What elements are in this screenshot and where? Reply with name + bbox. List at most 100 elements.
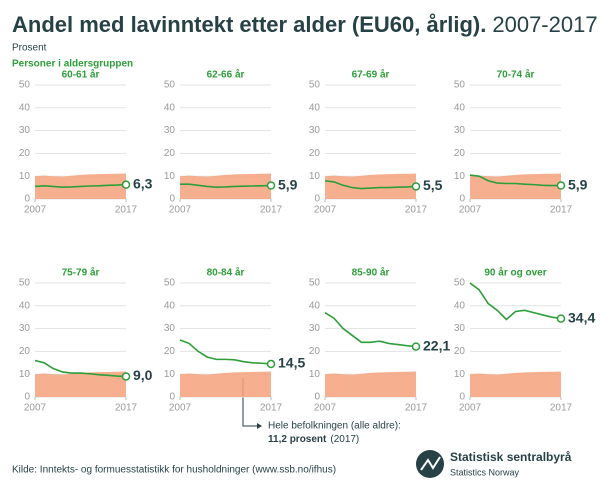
y-tick-label: 0: [314, 194, 320, 205]
x-tick-label: 2007: [24, 403, 47, 414]
y-tick-label: 10: [164, 171, 176, 182]
y-tick-label: 20: [19, 346, 31, 357]
y-tick-label: 10: [454, 171, 466, 182]
y-tick-label: 30: [454, 323, 466, 334]
y-tick-label: 30: [164, 125, 176, 136]
logo-mark: [420, 456, 441, 471]
y-tick-label: 0: [169, 194, 175, 205]
x-tick-label: 2017: [550, 205, 573, 216]
y-tick-label: 0: [24, 392, 30, 403]
logo-name-en: Statistics Norway: [450, 467, 520, 477]
panel-title: 70-74 år: [497, 69, 535, 81]
y-tick-label: 20: [164, 346, 176, 357]
panel-title: 67-69 år: [352, 69, 390, 81]
y-tick-label: 50: [454, 80, 466, 91]
y-tick-label: 0: [459, 194, 465, 205]
y-tick-label: 10: [309, 171, 321, 182]
y-tick-label: 0: [314, 392, 320, 403]
line: [179, 339, 272, 365]
x-tick-label: 2007: [169, 205, 192, 216]
annotation-value-text: 11,2 prosent: [268, 434, 327, 445]
line: [469, 282, 562, 321]
x-tick-label: 2007: [24, 205, 47, 216]
y-tick-label: 40: [454, 102, 466, 113]
y-tick-label: 20: [454, 346, 466, 357]
y-tick-label: 0: [24, 194, 30, 205]
value-label: 9,0: [133, 367, 153, 383]
y-tick-label: 50: [309, 278, 321, 289]
value-label: 6,3: [133, 175, 153, 191]
x-tick-label: 2017: [550, 403, 573, 414]
end-point: [411, 182, 421, 191]
value-label: 5,9: [278, 176, 298, 192]
y-tick-label: 10: [19, 171, 31, 182]
area: [470, 173, 561, 199]
area: [470, 371, 561, 397]
x-tick-label: 2007: [459, 205, 482, 216]
panel-title: 90 år og over: [484, 267, 546, 279]
y-tick-label: 20: [454, 148, 466, 159]
end-point: [121, 180, 131, 189]
x-tick-label: 2007: [459, 403, 482, 414]
subtitle: Prosent: [12, 43, 47, 54]
panel-title: 80-84 år: [207, 267, 245, 279]
x-tick-label: 2017: [405, 205, 428, 216]
line: [34, 359, 127, 378]
y-tick-label: 50: [164, 80, 176, 91]
y-tick-label: 10: [164, 369, 176, 380]
end-point: [411, 342, 421, 351]
x-tick-label: 2007: [169, 403, 192, 414]
x-tick-label: 2017: [115, 403, 138, 414]
value-label: 34,4: [568, 309, 595, 325]
y-tick-label: 50: [19, 278, 31, 289]
y-tick-label: 20: [164, 148, 176, 159]
x-tick-label: 2017: [260, 403, 283, 414]
panel-title: 62-66 år: [207, 69, 245, 81]
x-tick-label: 2017: [260, 205, 283, 216]
y-tick-label: 40: [164, 300, 176, 311]
panel-title: 85-90 år: [352, 267, 390, 279]
y-tick-label: 50: [164, 278, 176, 289]
x-tick-label: 2017: [115, 205, 138, 216]
y-tick-label: 20: [19, 148, 31, 159]
line: [324, 179, 417, 190]
legend-label: Personer i aldersgruppen: [12, 59, 133, 70]
line: [34, 183, 127, 188]
end-point: [556, 314, 566, 323]
title-period: 2007-2017: [492, 12, 597, 37]
x-tick-label: 2007: [314, 403, 337, 414]
y-tick-label: 50: [454, 278, 466, 289]
y-tick-label: 30: [164, 323, 176, 334]
y-tick-label: 20: [309, 148, 321, 159]
area: [35, 371, 126, 397]
annotation-year: (2017): [330, 434, 359, 445]
annotation: Hele befolkningen (alle aldre):: [268, 421, 401, 432]
y-tick-label: 40: [164, 102, 176, 113]
y-tick-label: 40: [309, 102, 321, 113]
panel-title: 60-61 år: [62, 69, 100, 81]
y-tick-label: 40: [309, 300, 321, 311]
y-tick-label: 0: [169, 392, 175, 403]
y-tick-label: 30: [309, 323, 321, 334]
area: [325, 173, 416, 199]
value-label: 5,5: [423, 177, 443, 193]
y-tick-label: 50: [309, 80, 321, 91]
y-tick-label: 20: [309, 346, 321, 357]
y-tick-label: 30: [19, 125, 31, 136]
title-main: Andel med lavinntekt etter alder (EU60, …: [12, 12, 486, 37]
y-tick-label: 30: [454, 125, 466, 136]
end-point: [556, 181, 566, 190]
value-label: 14,5: [278, 355, 305, 371]
y-tick-label: 50: [19, 80, 31, 91]
y-tick-label: 30: [19, 323, 31, 334]
value-label: 22,1: [423, 337, 450, 353]
annotation-value: 11,2 prosent (2017): [268, 434, 359, 445]
y-tick-label: 0: [459, 392, 465, 403]
y-tick-label: 30: [309, 125, 321, 136]
line: [180, 183, 272, 188]
area: [180, 371, 271, 397]
y-tick-label: 10: [309, 369, 321, 380]
y-tick-label: 10: [19, 369, 31, 380]
